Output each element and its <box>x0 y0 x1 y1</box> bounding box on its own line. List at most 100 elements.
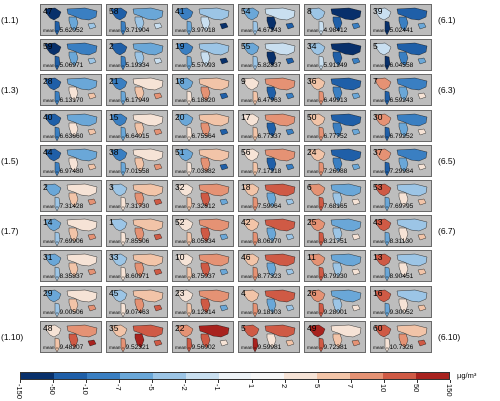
mean-value: 8.05834 <box>191 238 216 245</box>
mean-label: mean = <box>109 239 125 244</box>
map-panel: 46 mean =8.77323 <box>238 250 300 282</box>
world-map <box>110 77 164 105</box>
continent-shape <box>330 113 362 127</box>
continent-shape <box>264 253 296 267</box>
panel-mean: mean =6.13170 <box>43 97 83 104</box>
map-panel: 52 mean =8.05834 <box>172 215 234 247</box>
continent-shape <box>176 77 194 91</box>
continent-shape <box>266 262 277 278</box>
continent-shape <box>308 289 326 303</box>
map-panel: 17 mean =6.77337 <box>238 110 300 142</box>
continent-shape <box>44 324 62 338</box>
panel-id: 37 <box>373 147 383 157</box>
continent-shape <box>308 253 326 267</box>
continent-shape <box>308 113 326 127</box>
continent-shape <box>264 289 296 303</box>
continent-shape <box>132 183 164 197</box>
continent-shape <box>110 77 128 91</box>
world-map <box>242 183 296 211</box>
panel-mean: mean =6.59243 <box>373 97 413 104</box>
continent-shape <box>252 302 259 317</box>
continent-shape <box>308 218 326 232</box>
map-panel: 33 mean =8.60971 <box>106 250 168 282</box>
continent-shape <box>198 324 230 338</box>
continent-shape <box>417 128 427 136</box>
continent-shape <box>252 161 259 176</box>
map-panel: 32 mean =7.32612 <box>172 180 234 212</box>
map-panel: 47 mean =5.62052 <box>40 4 102 36</box>
continent-shape <box>87 304 97 312</box>
continent-shape <box>110 324 128 338</box>
map-panel: 58 mean =3.71904 <box>106 4 168 36</box>
colorbar-tick <box>185 380 187 383</box>
continent-shape <box>87 128 97 136</box>
panel-mean: mean =6.64015 <box>109 133 149 140</box>
continent-shape <box>252 196 259 211</box>
world-map <box>308 289 362 317</box>
map-panel: 56 mean =7.17218 <box>238 145 300 177</box>
panel-id: 45 <box>109 288 119 298</box>
map-panel: 1 mean =7.85506 <box>106 215 168 247</box>
continent-shape <box>186 126 193 141</box>
map-panel: 23 mean =9.12814 <box>172 286 234 318</box>
continent-shape <box>285 128 295 136</box>
continent-shape <box>120 266 127 281</box>
continent-shape <box>66 324 98 338</box>
panel-mean: mean =8.05834 <box>175 238 215 245</box>
panel-mean: mean =9.30052 <box>373 309 413 316</box>
continent-shape <box>198 7 230 21</box>
colorbar-segment <box>152 373 186 379</box>
mean-value: 7.59064 <box>257 203 282 210</box>
continent-shape <box>68 333 79 349</box>
mean-value: 4.67243 <box>257 27 282 34</box>
map-panel: 50 mean =6.77752 <box>304 110 366 142</box>
continent-shape <box>120 126 127 141</box>
continent-shape <box>351 57 361 65</box>
continent-shape <box>384 196 391 211</box>
continent-shape <box>252 20 259 35</box>
colorbar-segment <box>218 373 252 379</box>
map-panel: 2 mean =7.31428 <box>40 180 102 212</box>
continent-shape <box>66 253 98 267</box>
panel-mean: mean =9.28001 <box>307 309 347 316</box>
row-label-right: (6.1) <box>438 15 456 25</box>
mean-label: mean = <box>43 169 59 174</box>
continent-shape <box>219 304 229 312</box>
continent-shape <box>87 233 97 241</box>
mean-label: mean = <box>307 345 323 350</box>
continent-shape <box>384 302 391 317</box>
continent-shape <box>374 77 392 91</box>
panel-mean: mean =6.47963 <box>241 97 281 104</box>
panel-mean: mean =8.77323 <box>241 273 281 280</box>
continent-shape <box>153 128 163 136</box>
continent-shape <box>54 55 61 70</box>
panel-id: 46 <box>241 252 251 262</box>
world-map <box>110 324 164 352</box>
continent-shape <box>132 148 164 162</box>
continent-shape <box>318 266 325 281</box>
continent-shape <box>153 198 163 206</box>
continent-shape <box>285 268 295 276</box>
world-map <box>374 289 428 317</box>
mean-value: 5.02441 <box>389 27 414 34</box>
continent-shape <box>87 92 97 100</box>
mean-label: mean = <box>43 204 59 209</box>
map-panel: 3 mean =7.31730 <box>106 180 168 212</box>
panel-id: 58 <box>109 6 119 16</box>
row-label-right: (6.7) <box>438 226 456 236</box>
world-map <box>308 7 362 35</box>
continent-shape <box>351 92 361 100</box>
continent-shape <box>351 233 361 241</box>
mean-value: 9.12814 <box>191 309 216 316</box>
colorbar-segment <box>284 373 318 379</box>
mean-value: 7.31428 <box>59 203 84 210</box>
continent-shape <box>176 289 194 303</box>
mean-value: 6.59243 <box>389 97 414 104</box>
mean-value: 6.77337 <box>257 133 282 140</box>
map-panel: 15 mean =6.64015 <box>106 110 168 142</box>
continent-shape <box>398 333 409 349</box>
mean-value: 7.26088 <box>323 168 348 175</box>
map-panel: 5 mean =9.59981 <box>238 321 300 353</box>
map-panel: 11 mean =8.79230 <box>304 250 366 282</box>
colorbar-tick-label: 150 <box>445 384 454 397</box>
